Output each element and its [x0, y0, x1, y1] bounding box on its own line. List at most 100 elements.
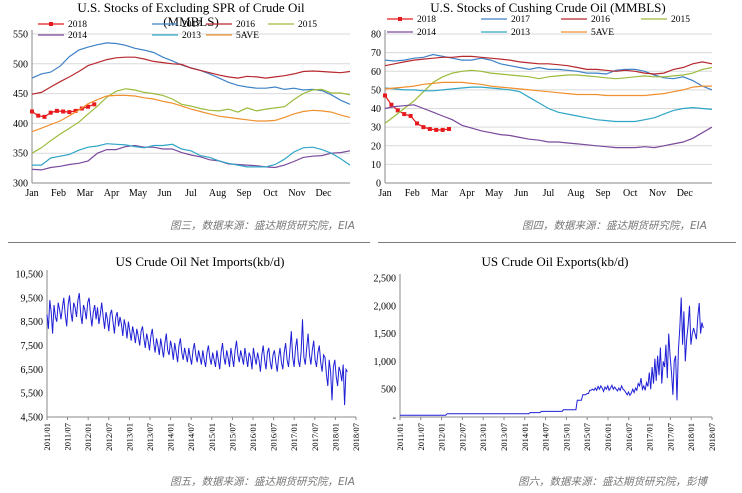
x-tick-label: Oct [623, 188, 638, 199]
series-marker-2018 [415, 121, 420, 126]
legend-label: 5AVE [591, 28, 614, 38]
series-line-2013 [32, 143, 351, 168]
series-marker-2018 [36, 113, 41, 118]
chart-title: US Crude Oil Net Imports(kb/d) [116, 254, 285, 269]
y-tick-label: 500 [13, 59, 28, 70]
x-tick-label: Jun [158, 188, 172, 199]
x-tick-label: 2016/01 [603, 423, 613, 451]
x-tick-label: 2011/07 [416, 423, 426, 451]
y-tick-label: 550 [13, 30, 28, 41]
series-line-5AVE [384, 81, 712, 97]
y-tick-label: 300 [13, 179, 28, 190]
x-tick-label: 2013/07 [145, 423, 155, 451]
x-tick-label: 2018/07 [351, 423, 361, 451]
y-tick-label: 70 [371, 48, 381, 59]
series-marker-2018 [92, 102, 97, 107]
caption-figure-3: 图三，数据来源：盛达期货研究院，EIA [170, 220, 355, 232]
x-tick-label: Dec [677, 188, 694, 199]
series-marker-2018 [73, 108, 78, 113]
y-tick-label: 500 [381, 385, 396, 396]
series-line-5AVE [31, 94, 351, 133]
series-marker-2018 [30, 109, 34, 114]
y-tick-label: 450 [13, 89, 28, 100]
series-line-2017 [384, 53, 713, 91]
x-tick-label: 2017/01 [289, 423, 299, 451]
x-tick-label: 2012/07 [104, 423, 114, 451]
y-tick-label: 50 [371, 85, 381, 96]
x-tick-label: Jun [514, 188, 528, 199]
x-tick-label: Feb [51, 188, 66, 199]
x-tick-label: Oct [263, 188, 278, 199]
legend-marker [398, 17, 402, 21]
x-tick-label: 2018/01 [330, 423, 340, 451]
y-tick-label: 6,500 [21, 365, 44, 376]
y-tick-label: 350 [13, 149, 28, 160]
y-tick-label: 1,500 [374, 329, 397, 340]
series-marker-2018 [54, 108, 59, 113]
x-tick-label: 2017/01 [645, 423, 655, 451]
legend-label: 2013 [182, 31, 201, 41]
caption-figure-4: 图四，数据来源：盛达期货研究院，EIA [522, 220, 707, 232]
chart-title: U.S. Stocks of Cushing Crude Oil (MMBLS) [430, 0, 665, 15]
separator-line-top-right [378, 242, 736, 243]
y-tick-label: 4,500 [21, 413, 44, 424]
x-tick-label: Mar [431, 188, 448, 199]
series-marker-2018 [440, 127, 445, 132]
series-line-2014 [384, 104, 713, 149]
legend-label: 2018 [68, 20, 87, 30]
x-tick-label: 2015/07 [227, 423, 237, 451]
series-marker-2018 [42, 114, 47, 119]
x-tick-label: Dec [315, 188, 332, 199]
x-tick-label: 2013/01 [478, 423, 488, 451]
x-tick-label: 2016/01 [248, 423, 258, 451]
legend-label: 2013 [511, 28, 530, 38]
x-tick-label: 2015/07 [582, 423, 592, 451]
x-tick-label: Feb [405, 188, 420, 199]
series-line-2017 [31, 42, 351, 105]
separator-line-top [8, 242, 370, 243]
x-tick-label: 2013/07 [499, 423, 509, 451]
legend-label: 2015 [298, 20, 317, 30]
x-tick-label: 2015/01 [207, 423, 217, 451]
x-tick-label: Aug [567, 188, 584, 199]
x-tick-label: 2018/01 [686, 423, 696, 451]
legend-label: 2016 [236, 20, 255, 30]
series-marker-2018 [434, 127, 439, 132]
series-marker-2018 [383, 93, 387, 98]
y-tick-label: 2,000 [374, 301, 397, 312]
x-tick-label: Apr [104, 188, 120, 199]
series-marker-2018 [67, 110, 72, 115]
y-tick-label: 60 [371, 67, 381, 78]
x-tick-label: Jan [25, 188, 38, 199]
x-tick-label: 2014/01 [520, 423, 530, 451]
series-line-2015 [384, 66, 713, 124]
series-line-2015 [31, 88, 351, 154]
chart-title: US Crude Oil Exports(kb/d) [482, 254, 629, 269]
series-marker-2018 [395, 108, 400, 113]
x-tick-label: 2014/01 [166, 423, 176, 451]
x-tick-label: 2012/01 [83, 423, 93, 451]
series-line-2016 [31, 56, 351, 95]
y-tick-label: 400 [13, 119, 28, 130]
x-tick-label: 2014/07 [186, 423, 196, 451]
y-tick-label: 9,500 [21, 293, 44, 304]
y-tick-label: 30 [371, 123, 381, 134]
x-tick-label: 2011/07 [63, 423, 73, 451]
series-marker-2018 [408, 113, 413, 118]
y-tick-label: - [393, 413, 396, 424]
x-tick-label: 2017/07 [310, 423, 320, 451]
legend-label: 2014 [417, 28, 436, 38]
x-tick-label: 2011/01 [395, 423, 405, 451]
legend-label: 2014 [68, 31, 87, 41]
x-tick-label: Jul [185, 188, 197, 199]
y-tick-label: 0 [376, 179, 381, 190]
legend-label: 2015 [671, 15, 690, 25]
x-tick-label: 2011/01 [42, 423, 52, 451]
x-tick-label: Nov [288, 188, 305, 199]
legend-label: 5AVE [236, 31, 259, 41]
y-tick-label: 10 [371, 160, 381, 171]
legend-label: 2018 [417, 15, 436, 25]
x-tick-label: Sep [596, 188, 611, 199]
x-tick-label: Jul [543, 188, 555, 199]
x-tick-label: Aug [209, 188, 226, 199]
